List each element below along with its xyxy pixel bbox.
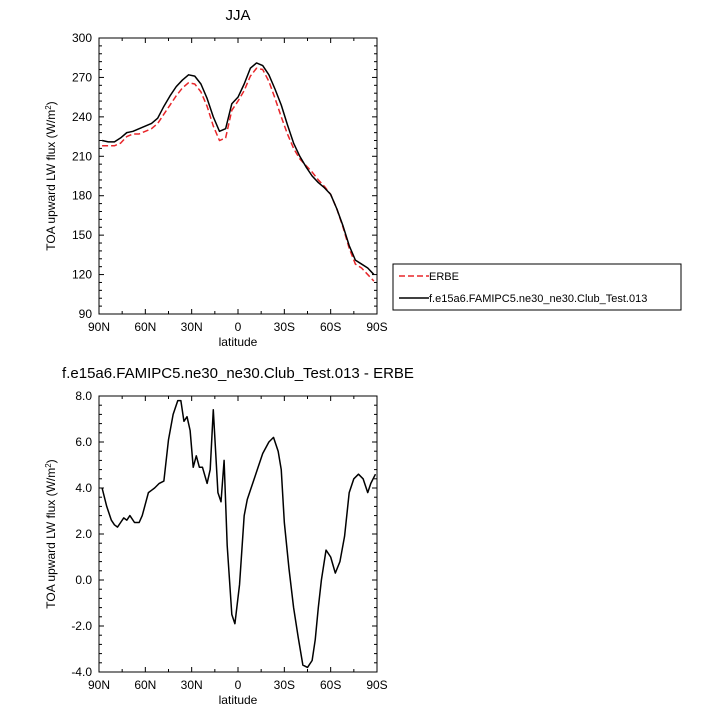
y-axis-label: TOA upward LW flux (W/m2): [44, 101, 59, 250]
legend-box: [392, 263, 682, 311]
series-line-1: [101, 399, 377, 669]
x-tick-label: 60N: [134, 320, 156, 334]
y-tick-label: 240: [72, 110, 92, 124]
y-tick-label: 4.0: [75, 481, 92, 495]
x-tick-label: 90S: [366, 320, 387, 334]
x-tick-label: 90N: [88, 678, 110, 692]
y-tick-label: 120: [72, 268, 92, 282]
x-tick-label: 90S: [366, 678, 387, 692]
y-tick-label: 180: [72, 189, 92, 203]
y-tick-label: 8.0: [75, 389, 92, 403]
legend-label: ERBE: [429, 271, 459, 283]
legend-label: f.e15a6.FAMIPC5.ne30_ne30.Club_Test.013: [429, 293, 647, 305]
x-tick-label: 0: [235, 320, 242, 334]
x-tick-label: 0: [235, 678, 242, 692]
series-line-1: [102, 67, 375, 282]
y-tick-label: 90: [79, 307, 93, 321]
chart-panel-2: f.e15a6.FAMIPC5.ne30_ne30.Club_Test.013 …: [44, 365, 414, 707]
x-axis-label: latitude: [219, 693, 258, 707]
x-tick-label: 30S: [274, 320, 295, 334]
y-tick-label: 6.0: [75, 435, 92, 449]
plot-frame: [98, 37, 378, 315]
x-tick-label: 60S: [320, 678, 341, 692]
series-line-2: [101, 62, 375, 276]
y-axis-label: TOA upward LW flux (W/m2): [44, 459, 59, 608]
y-tick-label: 2.0: [75, 527, 92, 541]
legend: ERBE f.e15a6.FAMIPC5.ne30_ne30.Club_Test.…: [392, 263, 682, 311]
y-tick-label: -4.0: [71, 665, 92, 679]
plot-frame: [98, 395, 378, 673]
x-tick-label: 30N: [181, 678, 203, 692]
x-tick-label: 90N: [88, 320, 110, 334]
x-tick-label: 30S: [274, 678, 295, 692]
y-tick-label: 0.0: [75, 573, 92, 587]
chart-panel-1: JJA 90N 60N 30N 0 30S 60S 90S 90 120 150 180 210 240 2…: [44, 7, 682, 349]
x-tick-label: 60S: [320, 320, 341, 334]
x-axis-label: latitude: [219, 335, 258, 349]
x-tick-label: 60N: [134, 678, 156, 692]
y-tick-label: 150: [72, 228, 92, 242]
chart-title: JJA: [225, 7, 250, 24]
y-tick-label: 270: [72, 70, 92, 84]
chart-title: f.e15a6.FAMIPC5.ne30_ne30.Club_Test.013 …: [62, 365, 414, 382]
x-tick-label: 30N: [181, 320, 203, 334]
y-tick-label: -2.0: [71, 619, 92, 633]
y-tick-label: 300: [72, 31, 92, 45]
y-tick-label: 210: [72, 149, 92, 163]
